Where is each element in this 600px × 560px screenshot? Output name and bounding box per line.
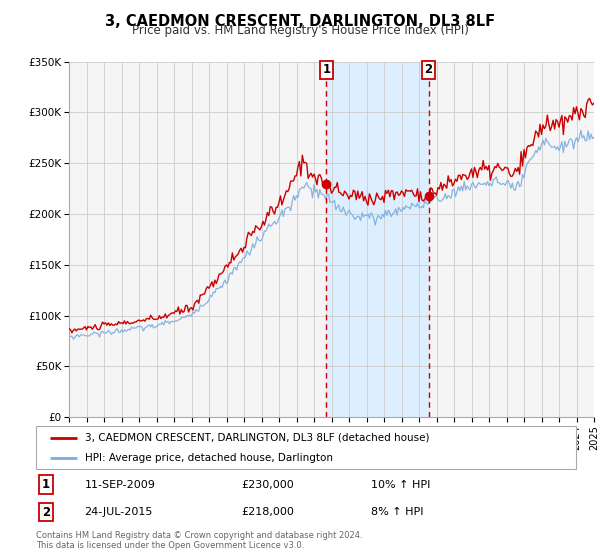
Text: 24-JUL-2015: 24-JUL-2015 bbox=[85, 507, 153, 517]
Text: 2: 2 bbox=[41, 506, 50, 519]
Text: Contains HM Land Registry data © Crown copyright and database right 2024.
This d: Contains HM Land Registry data © Crown c… bbox=[36, 531, 362, 550]
Text: £218,000: £218,000 bbox=[241, 507, 294, 517]
Text: 8% ↑ HPI: 8% ↑ HPI bbox=[371, 507, 424, 517]
Text: 11-SEP-2009: 11-SEP-2009 bbox=[85, 480, 155, 490]
Bar bbox=[326, 62, 428, 417]
Text: Price paid vs. HM Land Registry's House Price Index (HPI): Price paid vs. HM Land Registry's House … bbox=[131, 24, 469, 37]
Text: 1: 1 bbox=[41, 478, 50, 491]
Text: 1: 1 bbox=[322, 63, 331, 76]
Text: 3, CAEDMON CRESCENT, DARLINGTON, DL3 8LF (detached house): 3, CAEDMON CRESCENT, DARLINGTON, DL3 8LF… bbox=[85, 433, 429, 443]
Text: HPI: Average price, detached house, Darlington: HPI: Average price, detached house, Darl… bbox=[85, 454, 332, 463]
Text: £230,000: £230,000 bbox=[241, 480, 294, 490]
Text: 2: 2 bbox=[425, 63, 433, 76]
FancyBboxPatch shape bbox=[36, 426, 576, 469]
Text: 3, CAEDMON CRESCENT, DARLINGTON, DL3 8LF: 3, CAEDMON CRESCENT, DARLINGTON, DL3 8LF bbox=[105, 14, 495, 29]
Text: 10% ↑ HPI: 10% ↑ HPI bbox=[371, 480, 430, 490]
